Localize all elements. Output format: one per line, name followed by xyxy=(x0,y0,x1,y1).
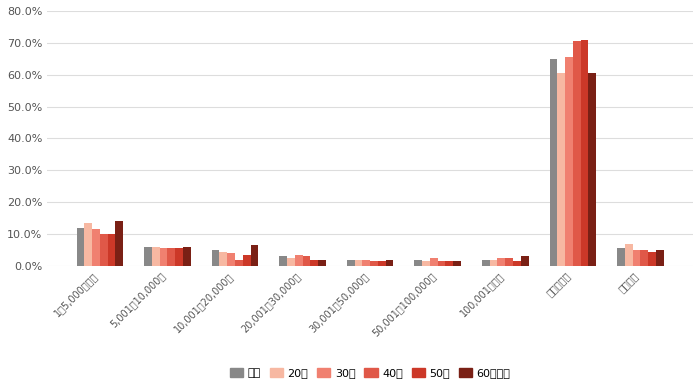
Bar xyxy=(482,260,490,266)
Bar xyxy=(295,255,302,266)
Bar xyxy=(557,73,565,266)
Bar xyxy=(589,73,596,266)
Bar xyxy=(386,260,393,266)
Bar xyxy=(116,221,123,266)
Bar xyxy=(219,251,228,266)
Bar xyxy=(430,258,438,266)
Bar xyxy=(160,248,167,266)
Bar xyxy=(175,248,183,266)
Bar xyxy=(144,247,152,266)
Bar xyxy=(167,248,175,266)
Bar xyxy=(302,256,310,266)
Bar xyxy=(490,260,498,266)
Bar xyxy=(513,261,521,266)
Bar xyxy=(498,258,505,266)
Bar xyxy=(228,253,235,266)
Bar xyxy=(521,256,528,266)
Bar xyxy=(573,41,580,266)
Bar xyxy=(445,261,453,266)
Bar xyxy=(251,245,258,266)
Bar xyxy=(84,223,92,266)
Bar xyxy=(318,260,326,266)
Bar xyxy=(355,260,363,266)
Bar xyxy=(550,59,557,266)
Bar xyxy=(100,234,108,266)
Bar xyxy=(76,228,84,266)
Bar xyxy=(422,261,430,266)
Bar xyxy=(565,57,573,266)
Bar xyxy=(183,247,190,266)
Bar xyxy=(414,260,422,266)
Bar xyxy=(370,261,378,266)
Bar xyxy=(152,247,160,266)
Bar xyxy=(211,250,219,266)
Bar xyxy=(438,261,445,266)
Bar xyxy=(287,258,295,266)
Bar xyxy=(346,260,355,266)
Bar xyxy=(453,261,461,266)
Bar xyxy=(92,229,100,266)
Bar xyxy=(363,260,370,266)
Bar xyxy=(656,250,664,266)
Legend: 全体, 20代, 30代, 40代, 50代, 60代以上: 全体, 20代, 30代, 40代, 50代, 60代以上 xyxy=(225,363,515,383)
Bar xyxy=(648,251,656,266)
Bar xyxy=(108,234,116,266)
Bar xyxy=(617,248,625,266)
Bar xyxy=(279,256,287,266)
Bar xyxy=(633,250,641,266)
Bar xyxy=(378,261,386,266)
Bar xyxy=(505,258,513,266)
Bar xyxy=(235,260,243,266)
Bar xyxy=(625,244,633,266)
Bar xyxy=(640,250,648,266)
Bar xyxy=(310,260,318,266)
Bar xyxy=(580,39,589,266)
Bar xyxy=(243,255,251,266)
